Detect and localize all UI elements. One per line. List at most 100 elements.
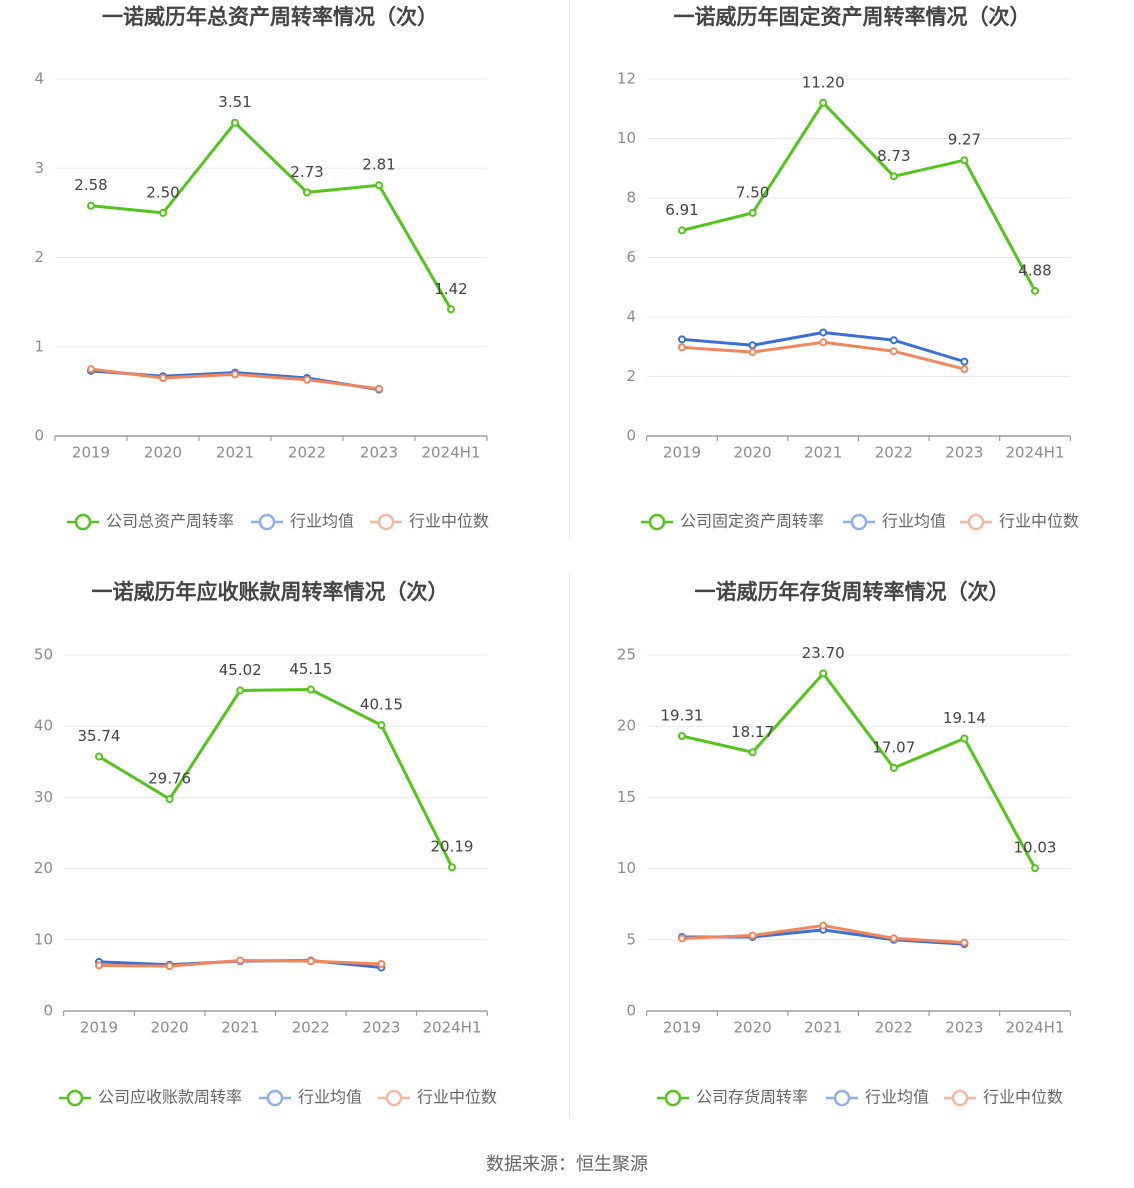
data-point-company <box>819 98 828 107</box>
data-label: 18.17 <box>731 723 774 741</box>
legend-swatch-marker <box>850 513 868 531</box>
legend-label: 行业均值 <box>865 1088 929 1107</box>
y-tick-label: 20 <box>617 717 636 735</box>
data-point-industry_median <box>236 956 245 965</box>
x-tick-label: 2022 <box>288 444 326 462</box>
legend-label: 公司固定资产周转率 <box>680 512 824 531</box>
data-label: 35.74 <box>78 727 121 745</box>
data-point-industry_median <box>819 921 828 930</box>
y-tick-label: 10 <box>617 129 636 147</box>
series-line-company <box>681 672 1037 869</box>
data-point-company <box>95 752 103 761</box>
series-line-company <box>681 101 1037 292</box>
data-point-industry_avg <box>819 328 828 337</box>
y-tick-label: 50 <box>34 646 53 664</box>
x-tick-label: 2019 <box>663 1019 701 1037</box>
data-point-company <box>236 686 245 695</box>
chart-title: 一诺威历年存货周转率情况（次） <box>695 580 1010 604</box>
data-point-industry_avg <box>960 357 969 366</box>
legend-swatch-marker <box>664 1089 682 1107</box>
legend-swatch-marker <box>66 1089 84 1107</box>
x-tick-label: 2021 <box>216 444 254 462</box>
x-tick-label: 2020 <box>144 444 182 462</box>
data-label: 29.76 <box>148 770 191 788</box>
data-point-company <box>377 721 386 730</box>
data-point-industry_median <box>159 373 167 382</box>
data-label: 45.15 <box>289 660 332 678</box>
data-label: 2.73 <box>290 163 323 181</box>
y-tick-label: 6 <box>626 248 636 266</box>
data-point-industry_median <box>819 338 828 347</box>
data-point-company <box>1031 286 1039 295</box>
data-label: 19.14 <box>943 709 986 727</box>
data-point-company <box>375 181 383 190</box>
legend-label: 行业均值 <box>290 512 354 531</box>
data-point-industry_median <box>87 365 95 374</box>
data-point-industry_median <box>306 957 315 966</box>
x-tick-label: 2024H1 <box>1006 444 1065 462</box>
legend-item-company: 公司存货周转率 <box>657 1088 808 1107</box>
data-point-industry_median <box>678 934 686 943</box>
series-line-company <box>98 688 454 868</box>
chart-panel-3: 一诺威历年应收账款周转率情况（次） 0 10 20 30 40 50 2019 2020 2021… <box>34 580 497 1107</box>
data-label: 2.50 <box>146 183 179 201</box>
y-tick-label: 1 <box>34 337 44 355</box>
y-tick-label: 4 <box>626 308 636 326</box>
x-tick-label: 2019 <box>72 444 110 462</box>
data-point-industry_median <box>748 931 757 940</box>
legend-item-industry_median: 行业中位数 <box>960 512 1079 531</box>
legend-swatch-marker <box>951 1089 969 1107</box>
data-point-industry_median <box>231 370 239 379</box>
x-tick-label: 2022 <box>875 1019 913 1037</box>
data-label: 2.58 <box>74 176 107 194</box>
data-point-industry_avg <box>748 341 757 350</box>
legend-label: 行业均值 <box>882 512 946 531</box>
data-point-company <box>960 156 969 165</box>
data-label: 11.20 <box>802 73 845 91</box>
chart-title: 一诺威历年总资产周转率情况（次） <box>102 5 438 29</box>
legend-swatch-marker <box>385 1089 403 1107</box>
chart-panel-4: 一诺威历年存货周转率情况（次） 0 5 10 15 20 25 2019 2020 2021 202… <box>617 580 1071 1107</box>
x-tick-label: 2024H1 <box>1006 1019 1065 1037</box>
legend-swatch-marker <box>377 513 395 531</box>
x-tick-label: 2023 <box>945 444 983 462</box>
legend-label: 公司总资产周转率 <box>106 512 234 531</box>
y-tick-label: 12 <box>617 70 636 88</box>
legend-swatch-marker <box>833 1089 851 1107</box>
data-point-company <box>678 732 686 741</box>
legend-label: 行业中位数 <box>983 1088 1063 1107</box>
y-tick-label: 8 <box>626 189 636 207</box>
y-tick-label: 0 <box>43 1002 53 1020</box>
legend-item-industry_avg: 行业均值 <box>259 1088 362 1107</box>
data-label: 8.73 <box>877 147 910 165</box>
x-tick-label: 2021 <box>804 444 842 462</box>
legend-label: 行业中位数 <box>409 512 489 531</box>
legend-label: 行业中位数 <box>999 512 1079 531</box>
x-tick-label: 2022 <box>292 1019 330 1037</box>
legend-item-industry_avg: 行业均值 <box>843 512 946 531</box>
data-label: 9.27 <box>948 131 981 149</box>
y-tick-label: 40 <box>34 717 53 735</box>
y-tick-label: 0 <box>626 1002 636 1020</box>
data-point-industry_median <box>748 348 757 357</box>
data-label: 2.81 <box>362 156 395 174</box>
chart-panel-2: 一诺威历年固定资产周转率情况（次） 0 2 4 6 8 10 12 2019 2020 2021 20… <box>617 5 1079 531</box>
legend-item-industry_median: 行业中位数 <box>944 1088 1063 1107</box>
x-tick-label: 2023 <box>945 1019 983 1037</box>
x-tick-label: 2023 <box>362 1019 400 1037</box>
data-label: 40.15 <box>360 696 403 714</box>
data-point-company <box>748 748 757 757</box>
data-point-industry_median <box>375 384 383 393</box>
data-point-industry_median <box>95 961 103 970</box>
data-point-company <box>448 863 456 872</box>
legend-item-industry_avg: 行业均值 <box>251 512 354 531</box>
y-tick-label: 0 <box>34 427 44 445</box>
data-label: 45.02 <box>219 661 262 679</box>
legend-item-industry_avg: 行业均值 <box>826 1088 929 1107</box>
x-tick-label: 2021 <box>221 1019 259 1037</box>
y-tick-label: 2 <box>626 367 636 385</box>
y-tick-label: 10 <box>617 859 636 877</box>
data-point-company <box>960 734 969 743</box>
data-point-company <box>819 669 828 678</box>
chart-title: 一诺威历年固定资产周转率情况（次） <box>674 5 1031 29</box>
